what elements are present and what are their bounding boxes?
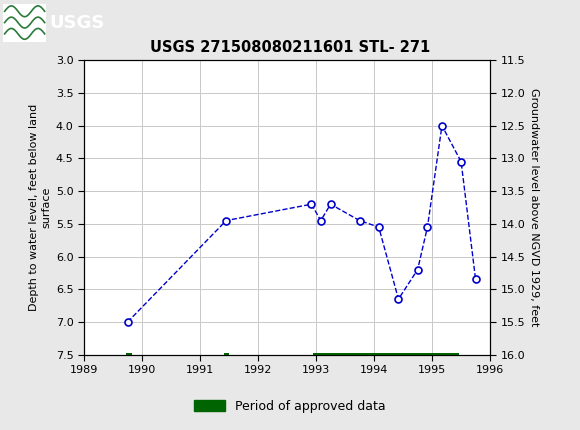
Bar xyxy=(313,353,459,356)
Y-axis label: Groundwater level above NGVD 1929, feet: Groundwater level above NGVD 1929, feet xyxy=(530,88,539,327)
Text: USGS 271508080211601 STL- 271: USGS 271508080211601 STL- 271 xyxy=(150,40,430,55)
Bar xyxy=(126,353,132,356)
Bar xyxy=(224,353,229,356)
Bar xyxy=(3,3,46,42)
Legend: Period of approved data: Period of approved data xyxy=(189,395,391,418)
Y-axis label: Depth to water level, feet below land
surface: Depth to water level, feet below land su… xyxy=(28,104,52,311)
Text: USGS: USGS xyxy=(49,14,104,31)
